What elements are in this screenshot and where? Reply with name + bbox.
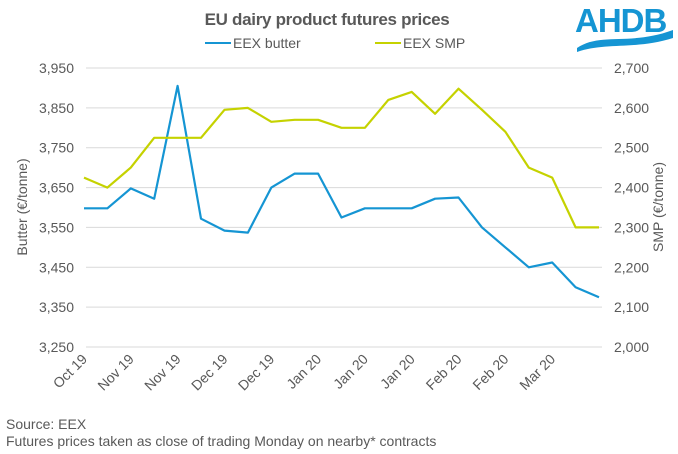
x-tick-label: Dec 19 [235,351,278,394]
y-axis-right-labels: 2,700 2,600 2,500 2,400 2,300 2,200 2,100 2,000 [614,60,649,355]
x-axis-labels: Oct 19 Nov 19 Nov 19 Dec 19 Dec 19 Jan 20 Jan … [50,351,559,394]
gridlines [86,67,602,348]
y-right-tick-label: 2,000 [614,339,649,355]
x-tick-label: Nov 19 [94,351,137,394]
y-left-tick-label: 3,650 [39,180,74,196]
legend-item-smp: EEX SMP [375,35,465,51]
y-axis-left-labels: 3,950 3,850 3,750 3,650 3,550 3,450 3,350 3,250 [39,60,74,355]
y-left-tick-label: 3,950 [39,60,74,76]
footer: Source: EEX Futures prices taken as clos… [6,416,436,450]
legend-label-smp: EEX SMP [403,35,466,51]
x-tick-label: Oct 19 [50,351,91,392]
series-line-eex-butter [84,84,600,299]
x-tick-label: Jan 20 [377,351,418,392]
legend-label-butter: EEX butter [233,35,301,51]
y-right-tick-label: 2,600 [614,100,649,116]
y-right-tick-label: 2,300 [614,219,649,235]
y-right-tick-label: 2,400 [614,180,649,196]
legend-swatch-smp [375,42,401,44]
legend-swatch-butter [205,42,231,44]
x-tick-label: Jan 20 [330,351,371,392]
x-tick-label: Mar 20 [516,351,558,393]
y-right-tick-label: 2,700 [614,60,649,76]
x-tick-label: Jan 20 [283,351,324,392]
footer-note: Futures prices taken as close of trading… [6,433,437,449]
y-right-tick-label: 2,500 [614,140,649,156]
y-left-tick-label: 3,250 [39,339,74,355]
y-right-tick-label: 2,200 [614,259,649,275]
series-line-eex-smp [83,87,599,229]
x-tick-label: Feb 20 [423,351,465,393]
chart-title: EU dairy product futures prices [0,10,678,30]
y-right-tick-label: 2,100 [614,299,649,315]
chart-title-text: EU dairy product futures prices [204,10,450,29]
y-left-tick-label: 3,350 [39,299,74,315]
y-left-tick-label: 3,550 [39,219,74,235]
logo-text: AHDB [575,2,667,39]
legend-item-butter: EEX butter [205,35,301,51]
logo-wave-icon [577,30,673,52]
y-left-tick-label: 3,750 [39,140,74,156]
series-lines [83,84,600,299]
y-left-tick-label: 3,850 [39,100,74,116]
y-left-tick-label: 3,450 [39,259,74,275]
x-tick-label: Dec 19 [188,351,231,394]
ahdb-logo: AHDB [575,2,675,54]
footer-source: Source: EEX [6,416,87,432]
x-tick-label: Feb 20 [469,351,511,393]
x-tick-label: Nov 19 [141,351,184,394]
y-axis-right-title: SMP (€/tonne) [650,162,666,252]
y-axis-left-title: Butter (€/tonne) [14,158,30,255]
